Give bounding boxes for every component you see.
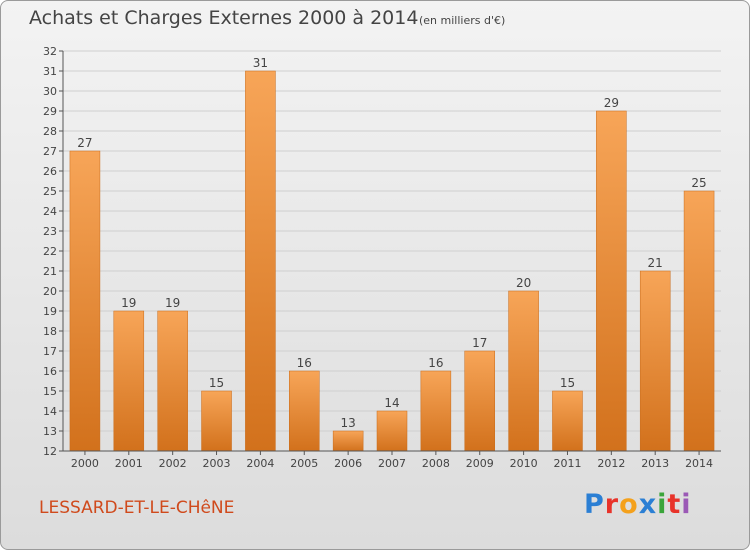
data-label-2014: 25 [691, 176, 706, 190]
x-tick-label-2013: 2013 [641, 457, 669, 470]
data-label-2003: 15 [209, 376, 224, 390]
logo-letter: i [657, 489, 668, 520]
bar-2001 [113, 310, 145, 452]
bar-2003 [201, 390, 232, 452]
y-tick-label: 22 [43, 245, 57, 258]
x-tick-label-2005: 2005 [290, 457, 318, 470]
x-tick-label-2002: 2002 [159, 457, 187, 470]
y-tick-label: 31 [43, 65, 57, 78]
y-tick-label: 13 [43, 425, 57, 438]
y-tick-label: 23 [43, 225, 57, 238]
bar-2004 [245, 70, 276, 452]
x-tick-label-2006: 2006 [334, 457, 362, 470]
x-tick-label-2007: 2007 [378, 457, 406, 470]
chart-subtitle: (en milliers d'€) [419, 14, 506, 27]
y-tick-label: 20 [43, 285, 57, 298]
x-tick-label-2011: 2011 [553, 457, 581, 470]
data-label-2009: 17 [472, 336, 487, 350]
data-label-2010: 20 [516, 276, 531, 290]
bar-2012 [596, 110, 627, 452]
x-tick-label-2010: 2010 [510, 457, 538, 470]
y-tick-label: 15 [43, 385, 57, 398]
bar-2000 [69, 150, 101, 452]
y-tick-label: 24 [43, 205, 57, 218]
data-label-2004: 31 [253, 56, 268, 70]
y-tick-label: 27 [43, 145, 57, 158]
proxiti-logo[interactable]: Proxiti [584, 489, 692, 520]
bar-2006 [332, 430, 364, 452]
x-tick-label-2001: 2001 [115, 457, 143, 470]
data-label-2001: 19 [121, 296, 136, 310]
y-tick-label: 17 [43, 345, 57, 358]
x-tick-label-2003: 2003 [203, 457, 231, 470]
bar-2005 [289, 370, 320, 452]
data-label-2007: 14 [384, 396, 399, 410]
x-tick-label-2008: 2008 [422, 457, 450, 470]
x-tick-label-2000: 2000 [71, 457, 99, 470]
data-label-2013: 21 [648, 256, 663, 270]
data-label-2000: 27 [77, 136, 92, 150]
bar-2011 [552, 390, 583, 452]
logo-letter: P [584, 489, 605, 520]
x-tick-label-2014: 2014 [685, 457, 713, 470]
y-tick-label: 25 [43, 185, 57, 198]
bar-2010 [508, 290, 539, 452]
data-label-2002: 19 [165, 296, 180, 310]
place-name: LESSARD-ET-LE-CHêNE [39, 498, 235, 518]
data-label-2012: 29 [604, 96, 619, 110]
y-tick-label: 32 [43, 45, 57, 58]
y-tick-label: 16 [43, 365, 57, 378]
y-tick-label: 30 [43, 85, 57, 98]
bar-layer: 27 19 19 15 31 16 13 14 16 17 20 15 29 21 25 [69, 56, 715, 452]
data-label-2005: 16 [297, 356, 312, 370]
data-label-2006: 13 [340, 416, 355, 430]
x-tick-label-2009: 2009 [466, 457, 494, 470]
y-tick-label: 29 [43, 105, 57, 118]
y-tick-label: 14 [43, 405, 57, 418]
logo-letter: o [619, 489, 639, 520]
y-tick-label: 19 [43, 305, 57, 318]
bar-2008 [420, 370, 452, 452]
logo-letter: x [638, 489, 658, 520]
logo-letter: i [681, 489, 692, 520]
x-tick-label-2004: 2004 [246, 457, 274, 470]
y-tick-label: 18 [43, 325, 57, 338]
y-tick-label: 26 [43, 165, 57, 178]
data-label-2011: 15 [560, 376, 575, 390]
y-tick-label: 21 [43, 265, 57, 278]
y-tick-label: 12 [43, 445, 57, 458]
logo-letter: r [604, 489, 620, 520]
logo-letter: t [667, 489, 682, 520]
chart-title: Achats et Charges Externes 2000 à 2014 [29, 7, 419, 29]
axis-layer: 12 13 14 15 16 17 18 19 20 21 22 23 24 25 26 27 28 29 30 31… [43, 45, 721, 470]
bar-2007 [376, 410, 408, 452]
bar-2009 [464, 350, 495, 452]
x-tick-label-2012: 2012 [597, 457, 625, 470]
bar-2014 [683, 190, 715, 452]
bar-2002 [157, 310, 188, 452]
data-label-2008: 16 [428, 356, 443, 370]
y-tick-label: 28 [43, 125, 57, 138]
bar-2013 [639, 270, 671, 452]
